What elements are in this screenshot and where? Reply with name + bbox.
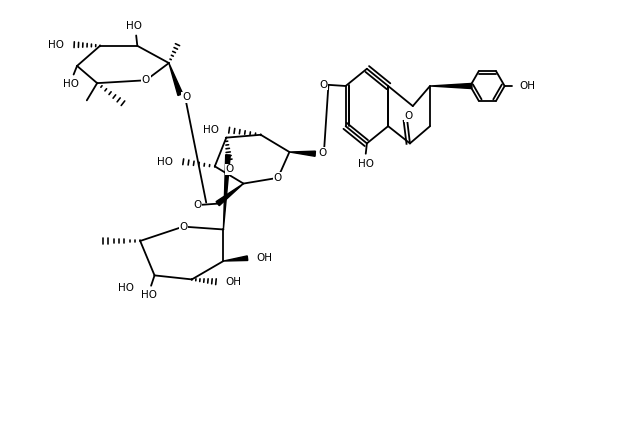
- Text: O: O: [179, 221, 188, 232]
- Text: HO: HO: [63, 78, 79, 89]
- Polygon shape: [223, 256, 248, 261]
- Text: O: O: [194, 200, 202, 210]
- Polygon shape: [430, 83, 472, 89]
- Text: OH: OH: [519, 81, 535, 91]
- Text: O: O: [142, 75, 150, 85]
- Polygon shape: [290, 151, 316, 156]
- Text: HO: HO: [204, 125, 219, 135]
- Text: OH: OH: [225, 277, 241, 287]
- Text: HO: HO: [126, 21, 142, 31]
- Text: O: O: [404, 112, 412, 121]
- Text: HO: HO: [141, 290, 157, 300]
- Text: HO: HO: [157, 157, 173, 167]
- Text: O: O: [274, 173, 282, 183]
- Text: HO: HO: [358, 159, 374, 169]
- Polygon shape: [223, 155, 230, 229]
- Polygon shape: [169, 63, 183, 95]
- Text: O: O: [320, 80, 328, 90]
- Text: O: O: [225, 164, 233, 174]
- Polygon shape: [216, 184, 243, 206]
- Text: OH: OH: [256, 253, 272, 263]
- Text: O: O: [182, 92, 190, 102]
- Text: O: O: [319, 147, 327, 157]
- Text: HO: HO: [48, 40, 64, 50]
- Text: HO: HO: [118, 283, 134, 293]
